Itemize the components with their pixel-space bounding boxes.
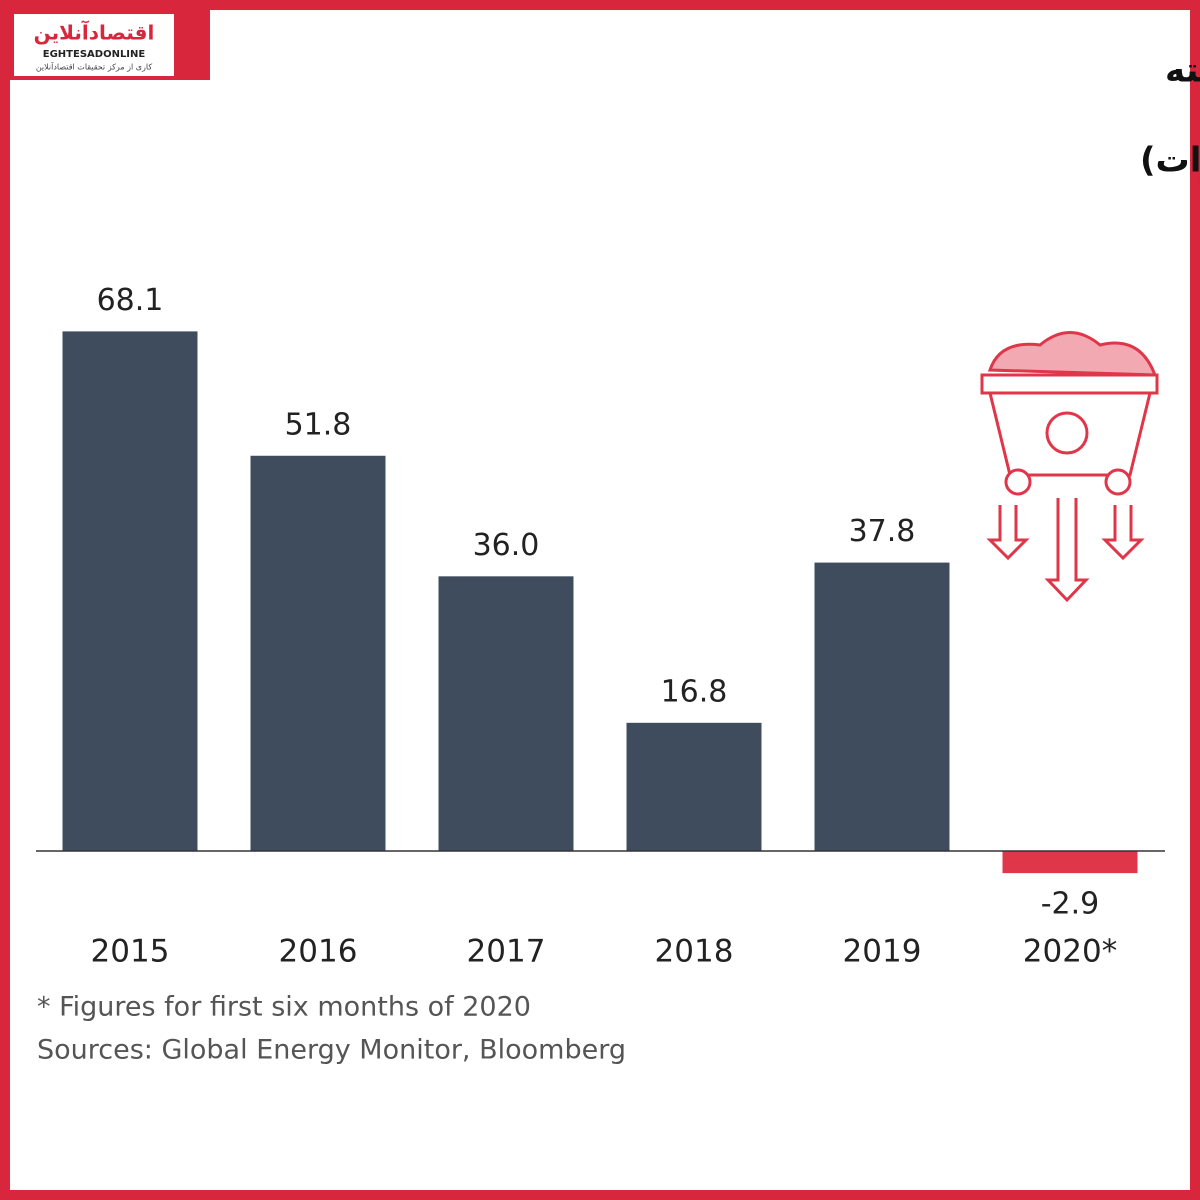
x-tick-label: 2017 [467,934,546,970]
value-label: 16.8 [661,674,728,709]
x-tick-label: 2020* [1023,934,1117,970]
logo-latin: EGHTESADONLINE [43,49,146,60]
bar [250,455,386,851]
x-tick-label: 2018 [655,934,734,970]
logo-name: اقتصادآنلاین [34,20,155,45]
logo-box [14,14,174,76]
chart-subtitle: (گیگاوات) [1140,141,1200,181]
x-tick-label: 2019 [843,934,922,970]
logo-tagline: کاری از مرکز تحقیقات اقتصادآنلاین [36,62,153,72]
value-label: 37.8 [849,514,916,549]
value-label: 51.8 [285,407,352,442]
value-label: -2.9 [1041,887,1100,922]
value-label: 68.1 [97,283,164,318]
x-tick-label: 2015 [91,934,170,970]
x-tick-label: 2016 [279,934,358,970]
bar [626,722,762,851]
bar [62,331,198,852]
footnote: * Figures for first six months of 2020 [37,992,531,1023]
source: Sources: Global Energy Monitor, Bloomber… [37,1035,626,1066]
cart-icon [980,331,1159,603]
bar [1002,851,1138,874]
chart-title: میزان رشد تولید زغال‌سنگ در پنج سال گذشت… [1165,51,1200,91]
bar [438,576,574,851]
value-label: 36.0 [473,528,540,563]
bar [814,562,950,851]
